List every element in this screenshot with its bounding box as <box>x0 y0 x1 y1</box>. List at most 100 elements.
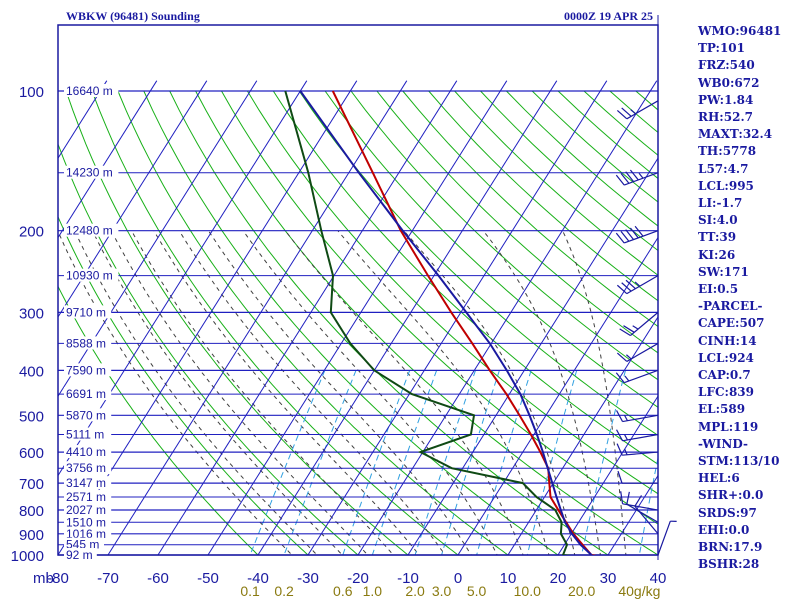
wind-barb <box>616 275 659 295</box>
moist-adiabats <box>58 230 627 555</box>
dry-adiabat-line <box>58 215 309 555</box>
moist-adiabat-line <box>337 230 550 555</box>
dry-adiabat-line <box>402 90 658 328</box>
height-label: 2571 m <box>66 490 106 504</box>
mixing-ratio-label: 1.0 <box>363 583 383 599</box>
height-label-bg <box>64 165 119 179</box>
temperature-tick-label: -50 <box>197 570 219 587</box>
isotherms <box>58 80 658 555</box>
chart-title: WBKW (96481) Sounding <box>66 9 200 23</box>
dry-adiabat-line <box>195 90 658 555</box>
wind-barb <box>615 169 659 186</box>
mixing-ratio-label: 0.1 <box>240 583 260 599</box>
wind-barb <box>615 369 659 384</box>
temperature-tick-label: -20 <box>347 570 369 587</box>
mixing-ratio-line <box>283 370 357 555</box>
pressure-tick-label: 700 <box>19 476 44 493</box>
height-label: 6691 m <box>66 387 106 401</box>
isotherm-line <box>207 80 508 555</box>
pressure-tick-label: 900 <box>19 527 44 544</box>
mixing-ratio-label: 0.2 <box>274 583 294 599</box>
dry-adiabat-line <box>169 90 609 555</box>
wind-barb <box>615 429 659 442</box>
dry-adiabat-line <box>91 90 459 555</box>
dry-adiabat-line <box>583 90 658 156</box>
height-label: 12480 m <box>66 224 113 238</box>
stability-index: CAPE:507 <box>698 316 765 331</box>
chart-datetime: 0000Z 19 APR 25 <box>564 9 653 23</box>
temperature-tick-label: -60 <box>147 570 169 587</box>
dry-adiabat-line <box>221 90 658 525</box>
height-label-bg <box>64 363 112 377</box>
parcel-profile-line <box>299 90 593 555</box>
height-label-bg <box>64 408 112 422</box>
stability-index: LCL:995 <box>698 178 754 193</box>
isotherm-line <box>307 80 608 555</box>
stability-index: FRZ:540 <box>698 58 755 73</box>
dry-adiabat-line <box>298 90 658 437</box>
wind-barb <box>616 443 659 456</box>
moist-adiabat-line <box>58 230 293 555</box>
mixing-ratio-line <box>638 455 658 555</box>
mixing-ratio-label: 3.0 <box>432 583 452 599</box>
dry-adiabat-line <box>350 90 658 381</box>
stability-index: TT:39 <box>698 230 737 245</box>
stability-index: KI:26 <box>698 247 736 262</box>
dry-adiabat-line <box>376 90 658 354</box>
pressure-tick-label: 600 <box>19 445 44 462</box>
pressure-tick-label: 1000 <box>11 548 44 565</box>
mixing-ratio-lines <box>249 370 658 555</box>
dry-adiabat-line <box>428 90 658 302</box>
pressure-axis-unit: mb <box>33 570 54 587</box>
isotherm-line <box>157 80 458 555</box>
stability-index: STM:113/10 <box>698 454 780 468</box>
stability-index: EHI:0.0 <box>698 522 750 537</box>
wind-barb <box>616 100 659 120</box>
dry-adiabat-line <box>765 91 800 565</box>
mixing-ratio-line <box>581 370 626 555</box>
height-label-bg <box>64 476 112 490</box>
dewpoint-profile-line <box>284 90 572 555</box>
height-label: 5870 m <box>66 408 106 422</box>
moist-adiabat-line <box>92 230 344 555</box>
height-label-bg <box>64 537 104 551</box>
height-label-bg <box>64 503 112 517</box>
height-label-bg <box>64 548 97 561</box>
isotherm-line <box>457 236 658 555</box>
wind-barb <box>615 410 659 423</box>
moist-adiabat-line <box>74 230 318 555</box>
wind-barb <box>616 342 659 362</box>
isotherm-line <box>58 80 158 239</box>
dry-adiabat-line <box>324 90 658 408</box>
profile-lines <box>284 90 597 555</box>
moist-adiabat-line <box>285 230 524 555</box>
height-label: 9710 m <box>66 305 106 319</box>
dry-adiabat-line <box>58 285 259 555</box>
height-label: 3147 m <box>66 476 106 490</box>
temperature-tick-label: 40 <box>650 570 667 587</box>
height-label: 5111 m <box>66 428 104 442</box>
isotherm-line <box>58 80 308 477</box>
mixing-ratio-line <box>414 370 476 555</box>
mixing-ratio-line <box>371 370 438 555</box>
height-label-bg <box>64 387 112 401</box>
height-label-bg <box>64 268 119 282</box>
temperature-tick-label: 0 <box>454 570 462 587</box>
height-label-bg <box>64 336 112 350</box>
stability-index: CAP:0.7 <box>698 368 751 382</box>
temperature-tick-label: -10 <box>397 570 419 587</box>
mixing-ratio-label: 5.0 <box>467 583 487 599</box>
moist-adiabat-line <box>482 230 601 555</box>
wind-barb <box>617 470 658 484</box>
stability-index: EI:0.5 <box>698 282 739 296</box>
mixing-ratio-label: 0.6 <box>333 583 353 599</box>
stability-index: -WIND- <box>698 436 748 451</box>
temperature-tick-label: 20 <box>550 570 567 587</box>
mixing-ratio-label: 40g/kg <box>618 583 660 599</box>
stability-index: -PARCEL- <box>698 299 763 314</box>
height-label-bg <box>64 445 112 459</box>
wind-barb <box>619 311 659 337</box>
isotherm-line <box>58 80 258 398</box>
stability-index: LFC:839 <box>698 385 754 400</box>
